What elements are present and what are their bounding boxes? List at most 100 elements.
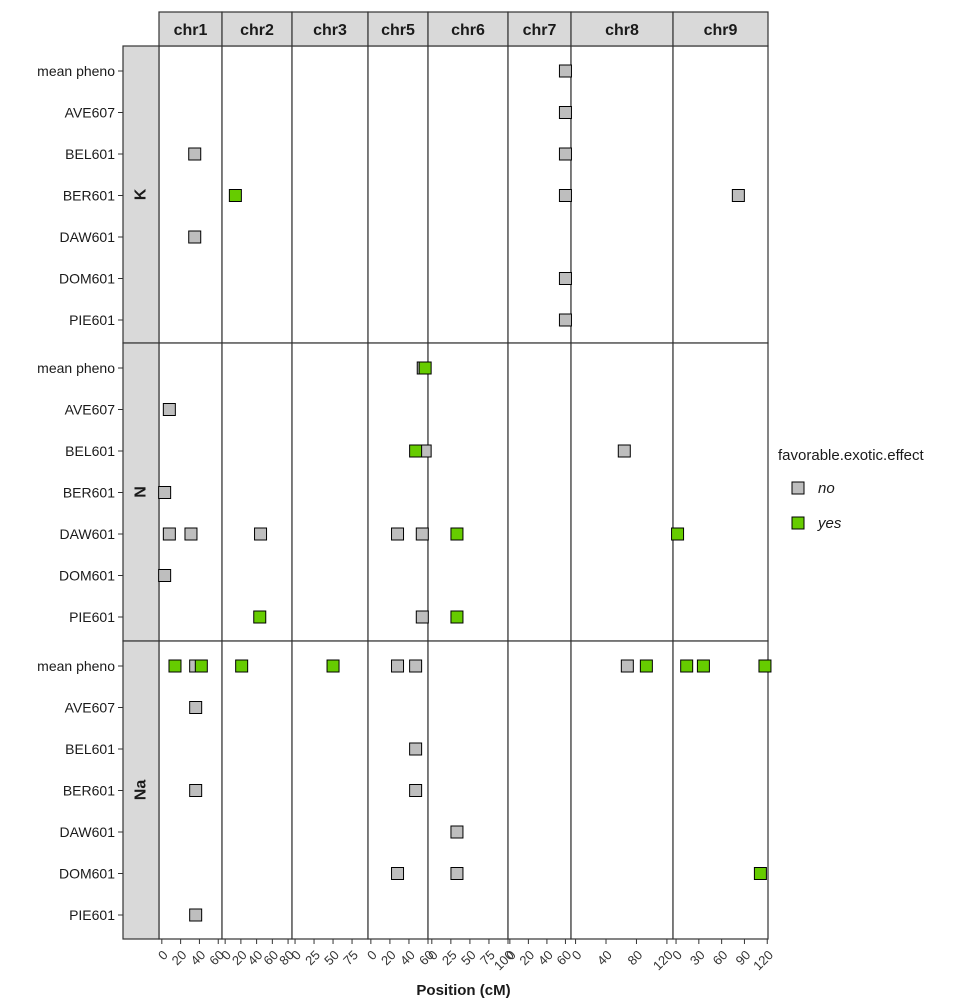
legend-title: favorable.exotic.effect (778, 447, 924, 464)
data-point-no (188, 230, 202, 244)
y-tick-label: DAW601 (59, 229, 115, 245)
x-tick-label: 80 (625, 947, 646, 968)
legend-label-yes: yes (817, 515, 842, 532)
y-tick-label: mean pheno (37, 360, 115, 376)
legend-key-no (791, 481, 805, 495)
data-point-yes (450, 610, 464, 624)
y-tick-label: DOM601 (59, 866, 115, 882)
facet-panel (672, 640, 769, 940)
y-tick-label: BEL601 (65, 741, 115, 757)
facet-panel (570, 45, 674, 344)
data-point-no (158, 569, 172, 582)
data-point-no (188, 147, 202, 161)
data-point-no (617, 444, 631, 458)
row-strip (122, 45, 160, 344)
x-tick-label: 40 (397, 947, 418, 968)
row-strip-label-K: K (133, 188, 150, 200)
column-strip (427, 11, 509, 47)
x-tick-label: 50 (458, 947, 479, 968)
data-point-no (184, 527, 198, 541)
data-point-no (189, 908, 203, 922)
x-tick-label: 90 (733, 947, 754, 968)
column-strip-label-chr8: chr8 (605, 22, 639, 39)
facet-panel (427, 640, 509, 940)
data-point-yes (409, 444, 423, 458)
data-point-no (391, 659, 405, 673)
x-tick-label: 120 (750, 947, 776, 973)
row-strip-label-Na: Na (133, 780, 150, 801)
facet-panel (672, 342, 769, 642)
x-tick-label: 25 (302, 947, 323, 968)
y-tick-label: mean pheno (37, 658, 115, 674)
x-tick-label: 75 (340, 947, 361, 968)
y-tick-label: AVE607 (65, 700, 116, 716)
y-tick-label: BEL601 (65, 443, 115, 459)
data-points (158, 64, 772, 922)
x-tick-label: 25 (439, 947, 460, 968)
panel-backgrounds (158, 45, 769, 940)
facet-panel (570, 640, 674, 940)
x-tick-label: 40 (594, 947, 615, 968)
facet-panel (570, 342, 674, 642)
data-point-no (189, 784, 203, 797)
x-axis-title: Position (cM) (416, 982, 510, 999)
y-tick-label: PIE601 (69, 609, 115, 625)
facet-panel (367, 342, 429, 642)
legend: favorable.exotic.effect no yes (778, 447, 924, 532)
column-strip-label-chr6: chr6 (451, 22, 485, 39)
column-strip (221, 11, 293, 47)
data-point-no (450, 867, 464, 880)
facet-panel (427, 342, 509, 642)
y-tick-label: PIE601 (69, 907, 115, 923)
legend-label-no: no (818, 480, 835, 497)
facet-panel (507, 640, 572, 940)
y-tick-label: mean pheno (37, 63, 115, 79)
data-point-no (391, 867, 405, 880)
data-point-no (254, 527, 268, 541)
column-strip (291, 11, 369, 47)
data-point-yes (753, 867, 767, 880)
facet-panel (672, 45, 769, 344)
y-tick-label: BEL601 (65, 146, 115, 162)
data-point-no (189, 701, 203, 714)
y-tick-label: BER601 (63, 783, 115, 799)
data-point-yes (680, 659, 694, 673)
data-point-yes (696, 659, 710, 673)
column-strip-label-chr2: chr2 (240, 22, 274, 39)
x-tick-label: 60 (710, 947, 731, 968)
data-point-yes (418, 361, 432, 375)
column-strip-label-chr3: chr3 (313, 22, 347, 39)
column-strip-label-chr9: chr9 (704, 22, 738, 39)
data-point-no (409, 659, 423, 673)
data-point-yes (450, 527, 464, 541)
data-point-no (558, 147, 572, 161)
x-tick-label: 30 (687, 947, 708, 968)
data-point-no (415, 610, 429, 624)
data-point-yes (228, 189, 242, 202)
facet-panel (427, 45, 509, 344)
facet-panel (158, 45, 223, 344)
data-point-no (558, 313, 572, 327)
x-tick-label: 20 (378, 947, 399, 968)
data-point-no (558, 189, 572, 202)
data-point-no (558, 272, 572, 285)
row-strips: K N Na (122, 45, 160, 940)
column-strip (570, 11, 674, 47)
facet-panel (291, 640, 369, 940)
y-axis: mean pheno AVE607 BEL601 BER601 DAW601 DOM601… (37, 63, 123, 923)
data-point-yes (639, 659, 653, 673)
x-tick-label: 0 (364, 947, 380, 963)
data-point-no (415, 527, 429, 541)
facet-panel (291, 342, 369, 642)
facet-panel (367, 45, 429, 344)
facet-panel (221, 342, 293, 642)
facet-panel (507, 342, 572, 642)
column-strip-label-chr1: chr1 (174, 22, 208, 39)
y-tick-label: BER601 (63, 485, 115, 501)
data-point-no (558, 64, 572, 78)
column-strips: chr1 chr2 chr3 chr5 chr6 chr7 chr8 chr9 (158, 11, 769, 47)
y-tick-label: AVE607 (65, 105, 116, 121)
y-tick-label: DAW601 (59, 824, 115, 840)
